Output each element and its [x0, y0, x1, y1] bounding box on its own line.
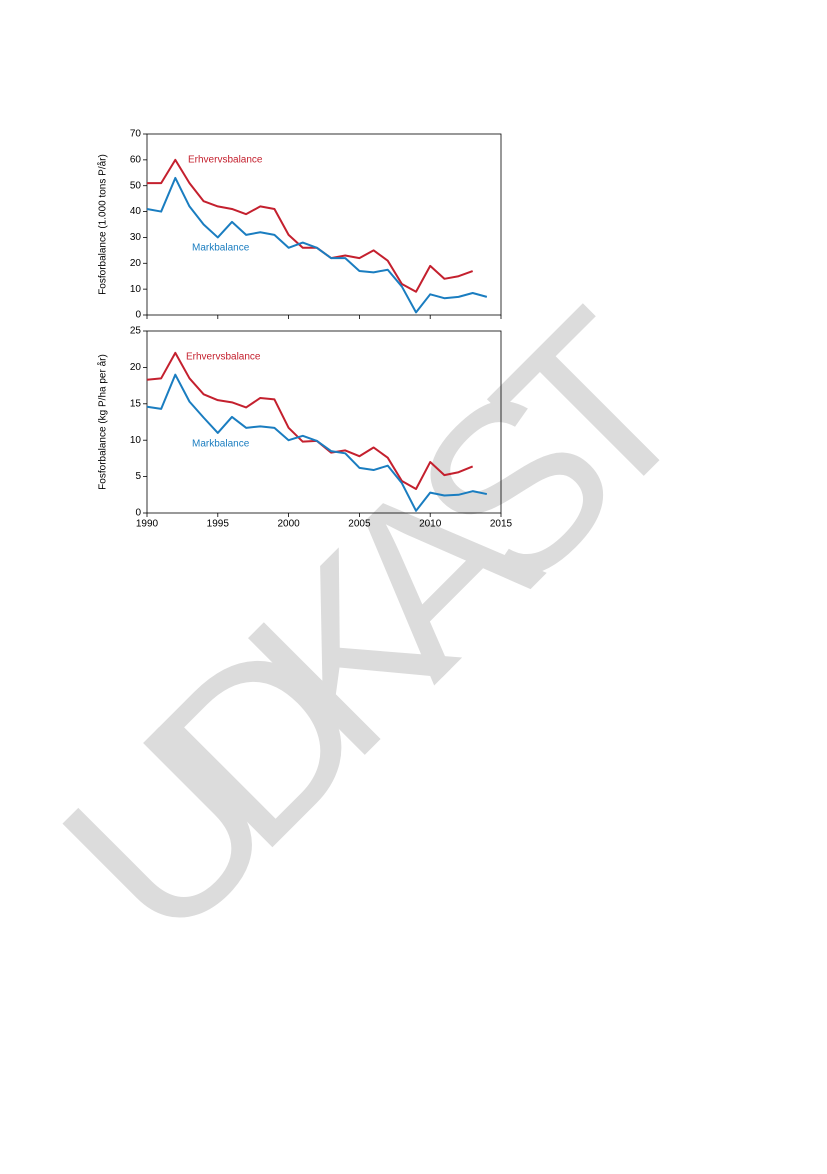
series-line — [146, 351, 474, 490]
y-axis-label: Fosforbalance (kg P/ha per år) — [97, 354, 109, 490]
x-tick-label: 2015 — [490, 519, 513, 530]
x-tick-label: 2010 — [419, 519, 442, 530]
y-tick-label: 30 — [130, 232, 142, 243]
y-tick-label: 70 — [130, 129, 142, 140]
y-tick-label: 40 — [130, 206, 142, 217]
series-label: Markbalance — [192, 439, 250, 450]
series-label: Erhvervsbalance — [186, 352, 261, 363]
y-tick-label: 50 — [130, 180, 142, 191]
y-tick-label: 5 — [135, 471, 141, 482]
x-tick-label: 1990 — [136, 519, 159, 530]
y-tick-label: 10 — [130, 284, 142, 295]
y-tick-label: 60 — [130, 154, 142, 165]
y-tick-label: 10 — [130, 435, 142, 446]
y-tick-label: 20 — [130, 258, 142, 269]
y-tick-label: 0 — [135, 508, 141, 519]
series-line — [146, 373, 488, 512]
series-line — [146, 176, 488, 314]
watermark: UDKAST — [13, 263, 740, 990]
x-tick-label: 1995 — [207, 519, 230, 530]
x-tick-label: 2005 — [348, 519, 371, 530]
y-tick-label: 25 — [130, 326, 142, 337]
series-label: Markbalance — [192, 243, 250, 254]
y-tick-label: 15 — [130, 398, 142, 409]
y-axis-label: Fosforbalance (1.000 tons P/år) — [97, 154, 109, 295]
plot-frame — [146, 330, 502, 514]
plot-frame — [146, 133, 502, 316]
series-line — [147, 158, 474, 293]
x-tick-label: 2000 — [277, 519, 300, 530]
series-label: Erhvervsbalance — [188, 155, 263, 166]
y-tick-label: 20 — [130, 362, 142, 373]
y-tick-label: 0 — [135, 310, 141, 321]
